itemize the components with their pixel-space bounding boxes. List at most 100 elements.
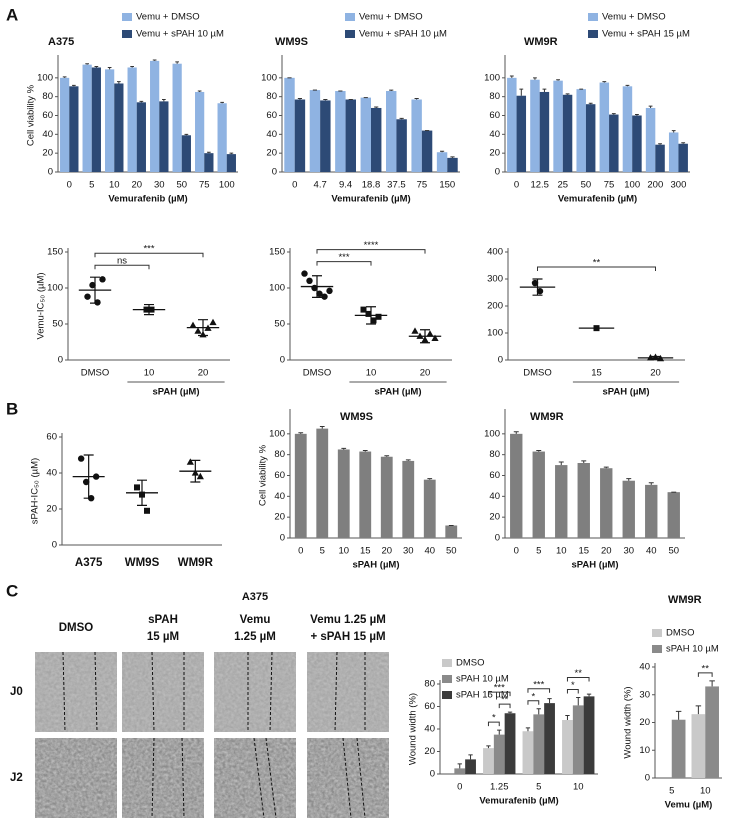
data-point bbox=[365, 310, 372, 317]
image-title: A375 bbox=[242, 591, 268, 603]
bar bbox=[671, 719, 686, 778]
y-tick-label: 60 bbox=[424, 701, 435, 712]
error-bar bbox=[468, 754, 473, 760]
sd-whisker bbox=[650, 355, 661, 360]
micrograph-texture bbox=[35, 652, 117, 732]
bar bbox=[217, 103, 227, 172]
x-axis-label: sPAH (µM) bbox=[353, 560, 400, 571]
sd-whisker bbox=[532, 278, 543, 296]
bar bbox=[204, 153, 214, 172]
significance-label: *** bbox=[338, 252, 349, 263]
error-bar bbox=[519, 88, 524, 96]
y-axis-label: Cell viability % bbox=[26, 84, 37, 146]
y-tick-label: 0 bbox=[58, 355, 63, 366]
error-bar bbox=[565, 715, 570, 720]
bar bbox=[622, 480, 635, 538]
x-tick-label: 50 bbox=[581, 180, 592, 191]
x-tick-label: 5 bbox=[536, 782, 541, 793]
x-axis-label: Vemurafenib (µM) bbox=[479, 796, 558, 807]
bar bbox=[60, 77, 70, 172]
x-tick-label: 20 bbox=[198, 368, 209, 379]
error-bar bbox=[139, 100, 144, 103]
panel-label: C bbox=[6, 581, 18, 600]
x-tick-label: 30 bbox=[623, 546, 634, 557]
significance-label: **** bbox=[364, 240, 379, 251]
bar bbox=[181, 135, 191, 172]
data-point bbox=[77, 455, 85, 462]
error-bar bbox=[389, 89, 394, 92]
error-bar bbox=[450, 156, 455, 158]
x-tick-label: 10 bbox=[700, 786, 711, 797]
y-tick-label: 80 bbox=[274, 449, 285, 460]
data-point bbox=[84, 293, 91, 300]
axis-line bbox=[504, 409, 685, 539]
y-tick-label: 100 bbox=[269, 428, 285, 439]
error-bar bbox=[625, 84, 630, 87]
x-tick-label: 0 bbox=[298, 546, 303, 557]
y-tick-label: 0 bbox=[498, 355, 503, 366]
bar bbox=[454, 768, 466, 774]
x-tick-label: 50 bbox=[668, 546, 679, 557]
column-header: 15 µM bbox=[147, 631, 179, 643]
x-tick-label: 30 bbox=[154, 180, 165, 191]
bar bbox=[445, 525, 458, 538]
bar bbox=[622, 86, 633, 172]
significance-label: ** bbox=[702, 663, 710, 674]
error-bar bbox=[586, 693, 592, 697]
x-tick-label: 0 bbox=[292, 180, 297, 191]
bar bbox=[159, 101, 169, 172]
error-bar bbox=[533, 77, 537, 80]
bar bbox=[386, 91, 397, 172]
error-bar bbox=[675, 710, 682, 720]
significance-bracket bbox=[487, 691, 511, 697]
bar bbox=[396, 119, 407, 172]
y-tick-label: 0 bbox=[52, 540, 57, 551]
bar bbox=[284, 77, 295, 172]
chart-title: A375 bbox=[48, 36, 74, 48]
bar bbox=[632, 115, 642, 172]
y-tick-label: 0 bbox=[495, 167, 500, 178]
column-header: Vemu bbox=[240, 614, 271, 626]
significance-label: ** bbox=[575, 668, 583, 679]
y-tick-label: 20 bbox=[46, 504, 57, 515]
y-tick-label: 20 bbox=[639, 717, 650, 728]
legend-swatch bbox=[345, 13, 355, 21]
x-tick-label: 0 bbox=[514, 546, 519, 557]
data-point bbox=[536, 287, 544, 295]
x-tick-label: 25 bbox=[558, 180, 569, 191]
y-tick-label: 30 bbox=[639, 689, 650, 700]
error-bar bbox=[62, 76, 67, 78]
sd-whisker bbox=[137, 479, 147, 506]
error-bar bbox=[298, 432, 304, 434]
x-tick-label: DMSO bbox=[81, 368, 110, 379]
y-axis-label: Wound width (%) bbox=[408, 693, 419, 765]
y-tick-label: 0 bbox=[48, 167, 53, 178]
x-tick-label: DMSO bbox=[523, 368, 552, 379]
x-tick-label: 15 bbox=[578, 546, 589, 557]
bar bbox=[127, 67, 137, 172]
x-tick-label: 5 bbox=[669, 786, 674, 797]
error-bar bbox=[162, 98, 166, 102]
chart-title: WM9R bbox=[668, 594, 702, 606]
sd-whisker bbox=[190, 459, 201, 483]
y-tick-label: 20 bbox=[489, 512, 500, 523]
panel-label: A bbox=[6, 5, 18, 24]
data-point bbox=[94, 299, 101, 306]
sd-whisker bbox=[83, 454, 94, 499]
x-tick-label: 0 bbox=[457, 782, 462, 793]
x-tick-label: 30 bbox=[403, 546, 414, 557]
error-bar bbox=[362, 450, 368, 452]
bar bbox=[371, 107, 382, 172]
significance-bracket bbox=[527, 688, 551, 693]
y-axis-label: sPAH-IC₅₀ (µM) bbox=[30, 458, 41, 524]
data-point bbox=[194, 327, 202, 334]
error-bar bbox=[439, 150, 445, 153]
significance-bracket bbox=[487, 721, 500, 727]
y-tick-label: 20 bbox=[489, 148, 500, 159]
data-point bbox=[196, 472, 204, 480]
bar bbox=[294, 99, 306, 172]
error-bar bbox=[576, 697, 581, 706]
error-bar bbox=[635, 114, 639, 116]
bar bbox=[436, 152, 448, 172]
error-bar bbox=[695, 705, 702, 715]
